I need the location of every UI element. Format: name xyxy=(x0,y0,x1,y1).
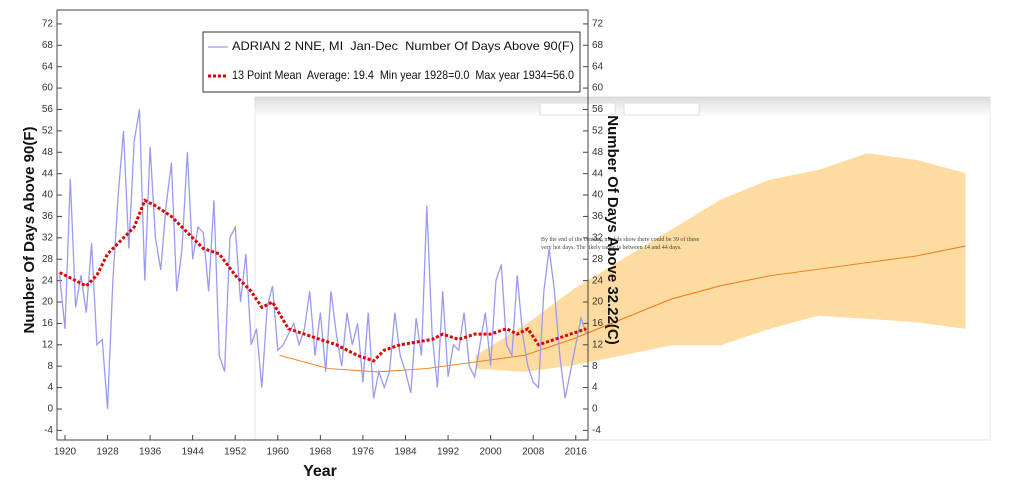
x-tick-label: 1928 xyxy=(96,447,119,458)
y2-tick-label: 24 xyxy=(592,275,604,286)
y-tick-label: 48 xyxy=(42,147,54,158)
y-tick-label: 52 xyxy=(42,126,54,137)
x-tick-label: 1952 xyxy=(224,447,247,458)
y2-tick-label: -4 xyxy=(592,425,601,436)
y2-tick-label: 20 xyxy=(592,297,604,308)
series-line xyxy=(58,198,587,363)
y2-tick-label: 48 xyxy=(592,147,604,158)
y-tick-label: 72 xyxy=(42,19,54,30)
y-tick-label: 16 xyxy=(42,318,54,329)
y2-tick-label: 4 xyxy=(592,382,598,393)
x-tick-label: 2000 xyxy=(480,447,503,458)
y-tick-label: 64 xyxy=(42,61,54,72)
y2-tick-label: 36 xyxy=(592,211,604,222)
x-tick-label: 1920 xyxy=(54,447,77,458)
y2-tick-label: 16 xyxy=(592,318,604,329)
y2-tick-label: 8 xyxy=(592,361,598,372)
x-tick-label: 1936 xyxy=(139,447,162,458)
y2-tick-label: 56 xyxy=(592,104,604,115)
x-tick-label: 1992 xyxy=(437,447,460,458)
y-axis-title: Number Of Days Above 90(F) xyxy=(21,127,38,334)
median-line xyxy=(279,245,966,373)
annotation-text: By the end of the century, models show t… xyxy=(541,237,700,251)
x-tick-label: 1984 xyxy=(394,447,417,458)
x-tick-label: 2008 xyxy=(522,447,545,458)
x-tick-label: 1960 xyxy=(267,447,290,458)
y2-tick-label: 72 xyxy=(592,19,604,30)
legend-label: 13 Point Mean Average: 19.4 Min year 192… xyxy=(232,68,574,82)
x-tick-label: 2016 xyxy=(565,447,588,458)
y-tick-label: 68 xyxy=(42,40,54,51)
y2-tick-label: 52 xyxy=(592,126,604,137)
y2-tick-label: 68 xyxy=(592,40,604,51)
y2-tick-label: 28 xyxy=(592,254,604,265)
range-band xyxy=(475,153,966,372)
y-tick-label: 44 xyxy=(42,168,54,179)
y-tick-label: 8 xyxy=(47,361,53,372)
y-tick-label: 0 xyxy=(47,404,53,415)
y2-tick-label: 64 xyxy=(592,61,604,72)
y-tick-label: 32 xyxy=(42,232,54,243)
overlay-box xyxy=(623,102,700,116)
y-tick-label: -4 xyxy=(44,425,53,436)
annotation: By the end of the century, models show t… xyxy=(541,237,700,251)
y2-tick-label: 44 xyxy=(592,168,604,179)
y2-tick-label: 40 xyxy=(592,190,604,201)
legend xyxy=(202,31,581,93)
legend-label: ADRIAN 2 NNE, MI Jan-Dec Number Of Days … xyxy=(232,39,574,53)
y-tick-label: 36 xyxy=(42,211,54,222)
y-tick-label: 24 xyxy=(42,275,54,286)
y-tick-label: 12 xyxy=(42,339,54,350)
y-tick-label: 4 xyxy=(47,382,53,393)
overlay-box xyxy=(539,102,616,116)
x-axis-title: Year xyxy=(303,463,337,480)
y-tick-label: 40 xyxy=(42,190,54,201)
x-tick-label: 1944 xyxy=(182,447,205,458)
x-tick-label: 1976 xyxy=(352,447,375,458)
plot-frame xyxy=(56,9,589,441)
y2-tick-label: 32 xyxy=(592,232,604,243)
y-tick-label: 20 xyxy=(42,297,54,308)
y-tick-label: 60 xyxy=(42,83,54,94)
overlay-header xyxy=(255,97,990,117)
x-tick-label: 1968 xyxy=(309,447,332,458)
overlay-chart: By the end of the century, models show t… xyxy=(279,153,966,373)
y2-tick-label: 60 xyxy=(592,83,604,94)
y2-axis-title: Number Of Days Above 32.22(C) xyxy=(604,115,621,345)
y2-tick-label: 12 xyxy=(592,339,604,350)
y-tick-label: 28 xyxy=(42,254,54,265)
series-line xyxy=(59,109,588,410)
y-tick-label: 56 xyxy=(42,104,54,115)
y2-tick-label: 0 xyxy=(592,404,598,415)
